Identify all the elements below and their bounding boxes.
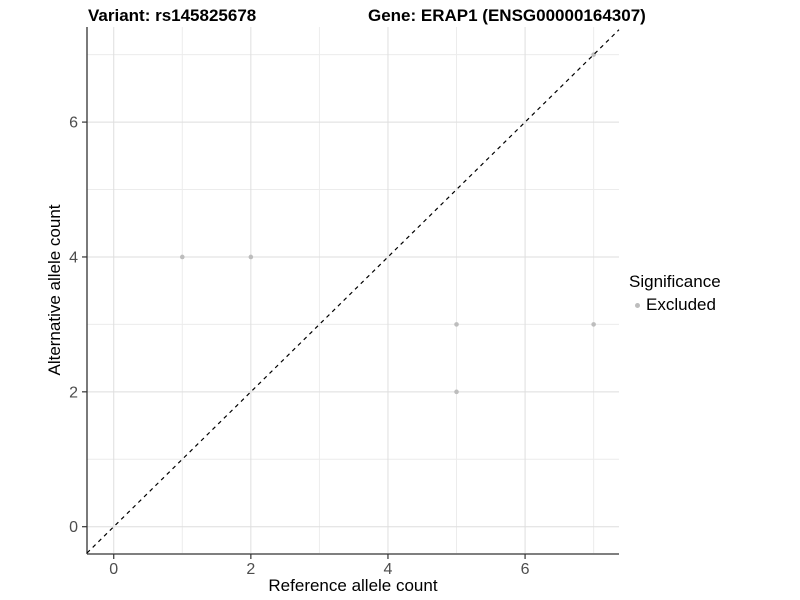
y-tick-label: 6 bbox=[69, 115, 78, 132]
legend-entry-excluded: Excluded bbox=[629, 295, 721, 315]
y-tick-label: 2 bbox=[69, 384, 78, 401]
x-tick-label: 2 bbox=[246, 561, 255, 578]
x-tick-label: 6 bbox=[521, 561, 530, 578]
data-point bbox=[454, 389, 459, 395]
y-tick-label: 0 bbox=[69, 519, 78, 536]
identity-dashed-line bbox=[86, 29, 620, 554]
data-point bbox=[591, 322, 596, 327]
y-tick-label: 4 bbox=[69, 249, 78, 266]
legend-entry-label: Excluded bbox=[646, 295, 716, 314]
x-tick-label: 4 bbox=[384, 561, 393, 578]
x-axis-title: Reference allele count bbox=[268, 576, 438, 595]
y-axis-title: Alternative allele count bbox=[45, 204, 64, 376]
legend-point-icon bbox=[635, 302, 640, 308]
x-tick-label: 0 bbox=[109, 561, 118, 578]
plot-title-gene: Gene: ERAP1 (ENSG00000164307) bbox=[368, 6, 646, 25]
data-point bbox=[454, 322, 459, 327]
data-point bbox=[179, 254, 185, 260]
plot-title-variant: Variant: rs145825678 bbox=[88, 6, 257, 25]
data-point bbox=[248, 254, 254, 260]
legend-title: Significance bbox=[629, 272, 721, 291]
legend: Significance Excluded bbox=[629, 272, 721, 315]
